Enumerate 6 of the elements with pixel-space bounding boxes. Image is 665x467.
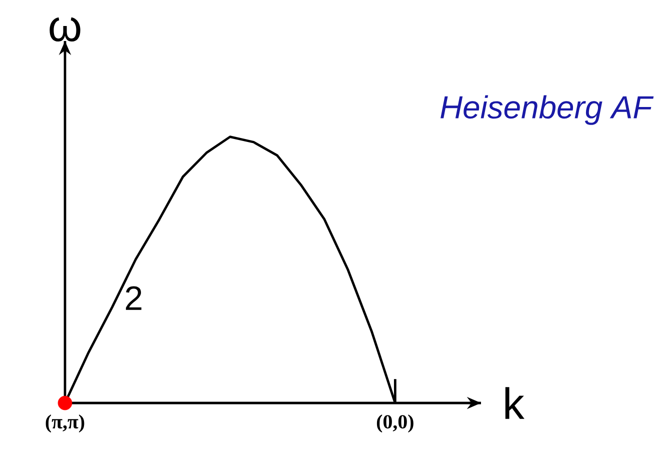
x-axis-title: k	[505, 387, 524, 419]
y-axis-title: ω	[50, 17, 80, 42]
x-tick-label: (0,0)	[376, 414, 414, 433]
annotation: 2	[126, 286, 142, 310]
text: Heisenberg AF	[440, 95, 654, 125]
x-tick-label: (π,π)	[46, 414, 84, 433]
